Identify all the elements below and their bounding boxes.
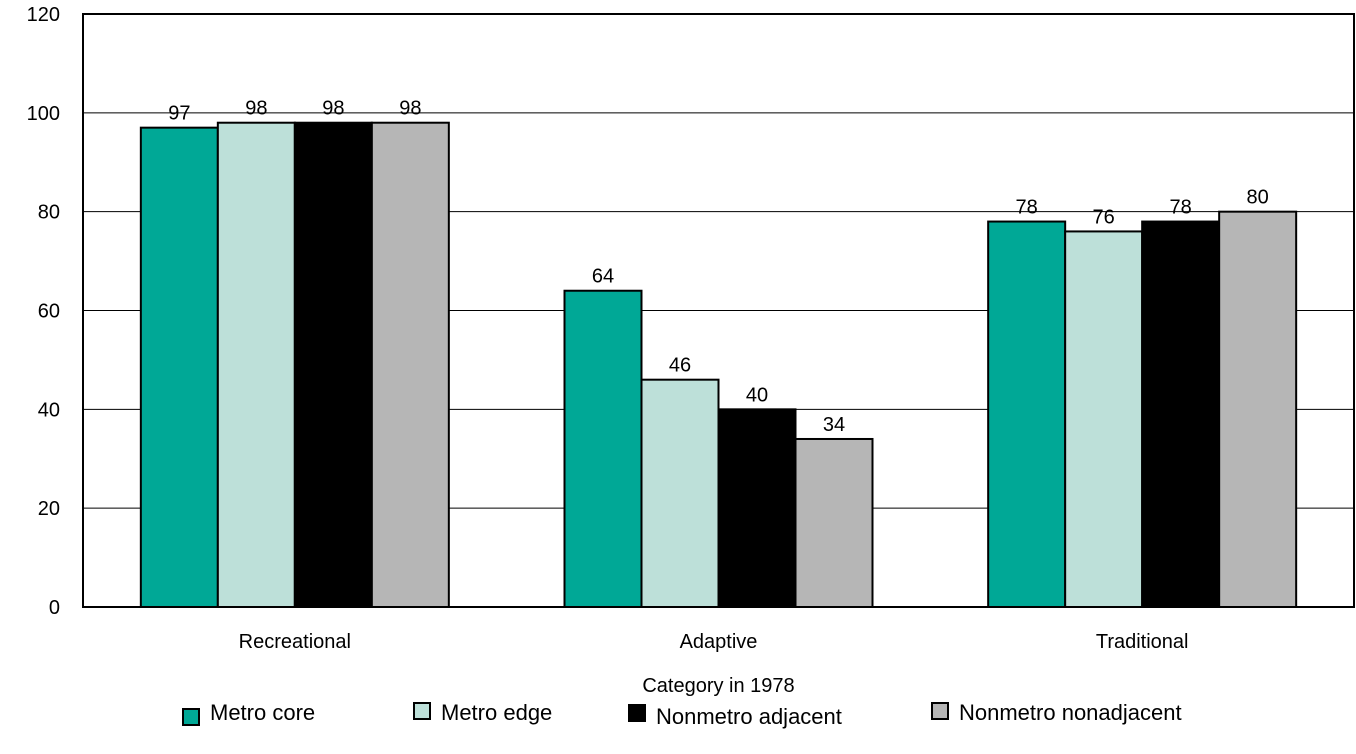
y-tick-label: 60 [38,301,60,323]
bar [1218,210,1298,609]
bar [293,121,373,608]
data-label: 40 [746,384,768,406]
legend-label: Metro core [210,700,316,725]
data-label: 46 [669,355,691,377]
y-tick-label: 120 [27,4,60,26]
bar [794,437,874,608]
category-label: Traditional [1096,631,1189,653]
category-label: Recreational [239,631,351,653]
data-label: 76 [1093,206,1115,228]
bar [1064,230,1144,609]
x-axis-label: Category in 1978 [642,675,794,697]
legend-label: Nonmetro nonadjacent [959,700,1182,725]
data-label: 64 [592,266,614,288]
bar [640,378,720,608]
y-tick-label: 40 [38,399,60,421]
y-tick-label: 80 [38,202,60,224]
data-label: 98 [399,98,421,120]
bar [987,220,1067,609]
legend: Metro core Metro edge Nonmetro adjacent … [0,700,1356,754]
legend-label: Nonmetro adjacent [656,704,842,729]
legend-swatch [628,704,646,722]
bar [216,121,296,608]
legend-item-nonmetro-adjacent: Nonmetro adjacent [628,700,842,730]
bar [563,289,643,608]
data-label: 80 [1247,187,1269,209]
data-label: 98 [245,98,267,120]
bar-chart: 0 20 40 60 80 100 120 97 98 98 98 64 46 40 34 78 76 78 80… [27,4,1355,697]
legend-swatch [182,708,200,726]
legend-item-metro-core: Metro core [182,700,315,726]
bar [717,408,797,609]
data-label: 34 [823,414,845,436]
data-label: 97 [168,103,190,125]
bars [139,121,1298,609]
y-tick-label: 100 [27,103,60,125]
data-label: 78 [1016,197,1038,219]
category-label: Adaptive [680,631,758,653]
plot-frame [82,13,1355,608]
y-axis-ticks: 0 20 40 60 80 100 120 [27,4,60,619]
legend-label: Metro edge [441,700,553,725]
data-labels: 97 98 98 98 64 46 40 34 78 76 78 80 [168,98,1269,436]
legend-item-metro-edge: Metro edge [413,700,552,726]
bar [1141,220,1221,609]
legend-swatch [413,702,431,720]
legend-item-nonmetro-nonadjacent: Nonmetro nonadjacent [931,700,1182,726]
legend-swatch [931,702,949,720]
bar [370,121,450,608]
data-label: 78 [1170,197,1192,219]
y-tick-label: 20 [38,498,60,520]
data-label: 98 [322,98,344,120]
bar [139,126,219,609]
y-tick-label: 0 [49,597,60,619]
category-labels: Recreational Adaptive Traditional [239,631,1189,653]
